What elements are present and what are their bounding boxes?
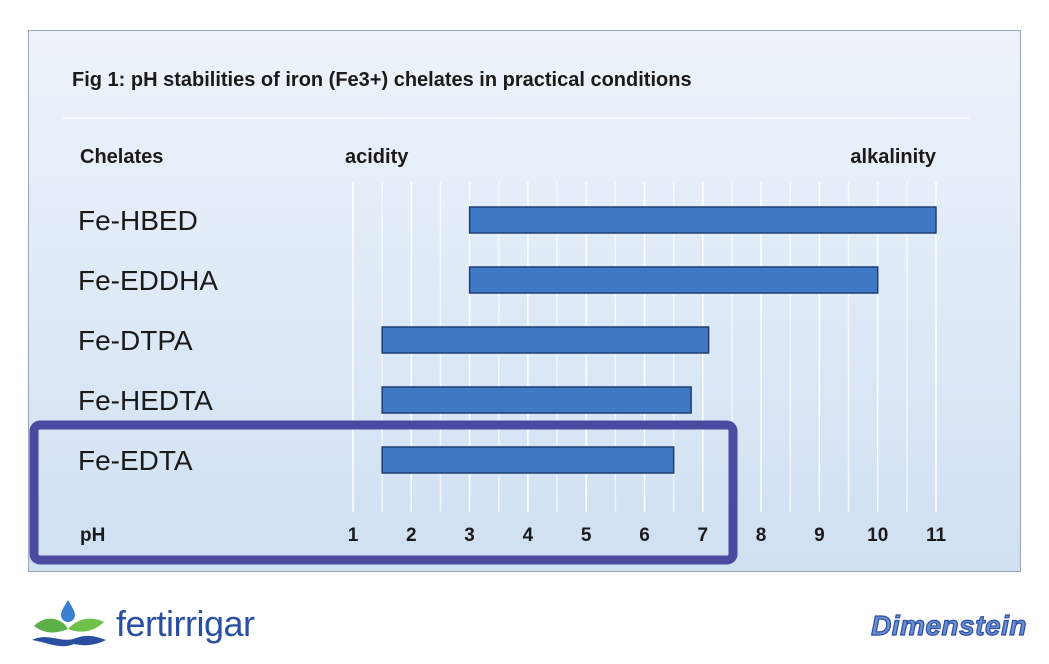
x-tick-label: 5 bbox=[581, 525, 592, 546]
x-tick-label: 10 bbox=[867, 525, 888, 546]
acidity-label: acidity bbox=[345, 146, 409, 168]
x-tick-label: 3 bbox=[464, 525, 475, 546]
water-drop-leaf-wave-icon bbox=[32, 600, 106, 647]
category-header: Chelates bbox=[80, 146, 163, 168]
highlight-box bbox=[29, 420, 738, 565]
range-bar bbox=[381, 386, 692, 414]
x-tick-label: 1 bbox=[348, 525, 359, 546]
range-bars bbox=[381, 206, 937, 474]
chart-panel bbox=[28, 30, 1021, 572]
x-tick-label: 2 bbox=[406, 525, 417, 546]
x-tick-label: 7 bbox=[698, 525, 709, 546]
range-bar bbox=[381, 446, 675, 474]
category-labels: Fe-HBED Fe-EDDHA Fe-DTPA Fe-HEDTA Fe-EDTA bbox=[78, 205, 218, 476]
range-bar bbox=[468, 206, 937, 234]
x-tick-label: 6 bbox=[639, 525, 650, 546]
dimenstein-logo: Dimenstein bbox=[870, 609, 1027, 641]
range-bar bbox=[468, 266, 879, 294]
x-tick-label: 11 bbox=[926, 525, 947, 546]
category-label: Fe-HBED bbox=[78, 205, 198, 236]
category-label: Fe-DTPA bbox=[78, 325, 193, 356]
category-label: Fe-EDTA bbox=[78, 445, 193, 476]
chart-svg: Fig 1: pH stabilities of iron (Fe3+) che… bbox=[29, 69, 947, 565]
x-axis-label: pH bbox=[80, 525, 105, 546]
x-tick-label: 9 bbox=[814, 525, 825, 546]
range-bar bbox=[381, 326, 710, 354]
alkalinity-label: alkalinity bbox=[850, 146, 936, 168]
category-label: Fe-HEDTA bbox=[78, 385, 213, 416]
x-tick-label: 8 bbox=[756, 525, 767, 546]
x-tick-label: 4 bbox=[523, 525, 534, 546]
fertirrigar-logo: fertirrigar bbox=[28, 594, 255, 654]
fertirrigar-logo-text: fertirrigar bbox=[116, 603, 255, 644]
x-tick-labels: 1 2 3 4 5 6 7 8 9 10 11 bbox=[348, 525, 947, 546]
category-label: Fe-EDDHA bbox=[78, 265, 218, 296]
chart-title: Fig 1: pH stabilities of iron (Fe3+) che… bbox=[72, 69, 692, 91]
